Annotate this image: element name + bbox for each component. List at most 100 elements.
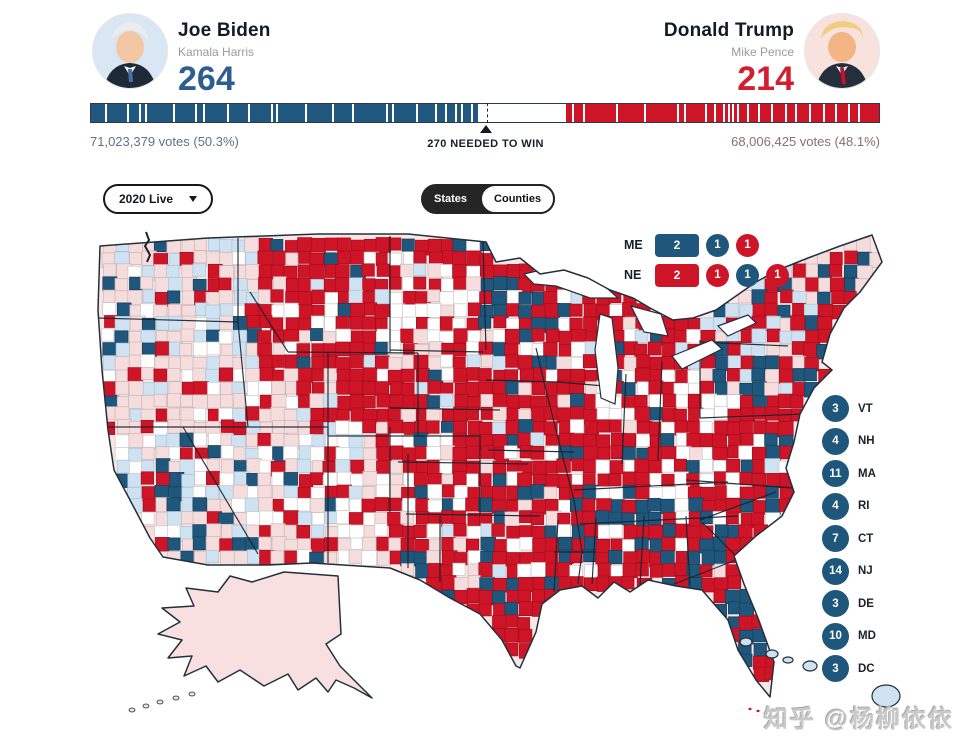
county-cell[interactable] [480,278,494,292]
county-cell[interactable] [207,394,222,409]
county-cell[interactable] [699,433,714,447]
county-cell[interactable] [622,433,637,447]
county-cell[interactable] [440,432,455,447]
county-cell[interactable] [583,316,598,331]
county-cell[interactable] [155,408,169,422]
county-cell[interactable] [700,317,714,332]
county-cell[interactable] [493,276,508,291]
county-cell[interactable] [517,486,534,503]
county-cell[interactable] [311,382,325,396]
county-cell[interactable] [257,380,272,395]
county-cell[interactable] [556,524,571,539]
county-cell[interactable] [219,251,233,266]
county-cell[interactable] [283,497,298,512]
county-cell[interactable] [336,380,351,395]
county-cell[interactable] [452,562,466,576]
county-cell[interactable] [544,499,559,513]
county-cell[interactable] [686,460,700,474]
county-cell[interactable] [569,303,583,317]
county-cell[interactable] [311,238,326,253]
county-cell[interactable] [323,422,337,436]
county-cell[interactable] [194,471,209,486]
county-cell[interactable] [505,614,519,628]
county-cell[interactable] [727,355,742,369]
county-cell[interactable] [297,264,312,278]
county-cell[interactable] [504,601,519,616]
county-cell[interactable] [142,434,157,450]
county-cell[interactable] [155,458,171,473]
county-cell[interactable] [441,421,455,435]
county-cell[interactable] [558,499,572,513]
county-cell[interactable] [635,368,651,384]
county-cell[interactable] [233,550,250,566]
county-cell[interactable] [335,328,351,344]
county-cell[interactable] [350,473,365,488]
district-ev-chip[interactable]: 1 [766,263,789,287]
county-cell[interactable] [232,408,246,422]
county-cell[interactable] [179,447,193,461]
district-ev-chip[interactable]: 1 [736,233,759,257]
county-cell[interactable] [127,473,142,488]
county-cell[interactable] [349,447,364,462]
county-cell[interactable] [142,498,157,512]
county-cell[interactable] [401,447,417,462]
county-cell[interactable] [778,421,794,437]
county-cell[interactable] [167,524,182,539]
county-cell[interactable] [557,303,572,317]
county-cell[interactable] [298,291,312,306]
county-cell[interactable] [193,432,207,447]
county-cell[interactable] [440,278,455,292]
county-cell[interactable] [140,354,155,369]
county-cell[interactable] [167,304,182,318]
county-cell[interactable] [727,368,741,382]
county-cell[interactable] [205,550,219,564]
state-ev-circle[interactable]: 11 [822,460,849,488]
county-cell[interactable] [792,263,807,278]
county-cell[interactable] [504,628,519,643]
county-cell[interactable] [582,459,597,474]
county-cell[interactable] [480,265,495,280]
county-cell[interactable] [283,302,299,318]
county-cell[interactable] [531,304,546,320]
district-ev-chip[interactable]: 2 [655,233,699,257]
county-cell[interactable] [311,304,325,318]
county-cell[interactable] [362,395,376,409]
county-cell[interactable] [323,355,338,370]
county-cell[interactable] [662,393,677,408]
county-cell[interactable] [543,342,558,357]
county-cell[interactable] [492,356,507,371]
county-cell[interactable] [400,368,415,383]
county-cell[interactable] [180,328,195,343]
county-cell[interactable] [805,277,821,293]
county-cell[interactable] [492,380,508,396]
county-cell[interactable] [531,328,545,342]
county-cell[interactable] [647,446,663,462]
county-cell[interactable] [335,459,350,474]
county-cell[interactable] [220,459,236,475]
county-cell[interactable] [285,240,300,255]
county-cell[interactable] [817,291,831,306]
county-cell[interactable] [699,458,713,473]
county-cell[interactable] [780,289,794,304]
county-cell[interactable] [649,407,663,421]
county-cell[interactable] [650,564,664,578]
county-cell[interactable] [324,237,338,251]
county-cell[interactable] [583,523,599,539]
county-cell[interactable] [180,355,195,371]
county-cell[interactable] [374,304,390,320]
county-cell[interactable] [778,393,793,409]
county-cell[interactable] [440,304,454,319]
county-cell[interactable] [530,562,546,578]
county-cell[interactable] [400,510,414,525]
county-cell[interactable] [622,370,635,383]
county-cell[interactable] [480,406,494,420]
county-cell[interactable] [245,433,260,448]
county-cell[interactable] [427,484,443,500]
county-cell[interactable] [531,589,545,603]
county-cell[interactable] [116,459,131,474]
county-cell[interactable] [296,380,312,396]
county-cell[interactable] [844,250,858,264]
county-cell[interactable] [402,304,417,319]
county-cell[interactable] [712,433,727,449]
county-cell[interactable] [166,511,182,527]
